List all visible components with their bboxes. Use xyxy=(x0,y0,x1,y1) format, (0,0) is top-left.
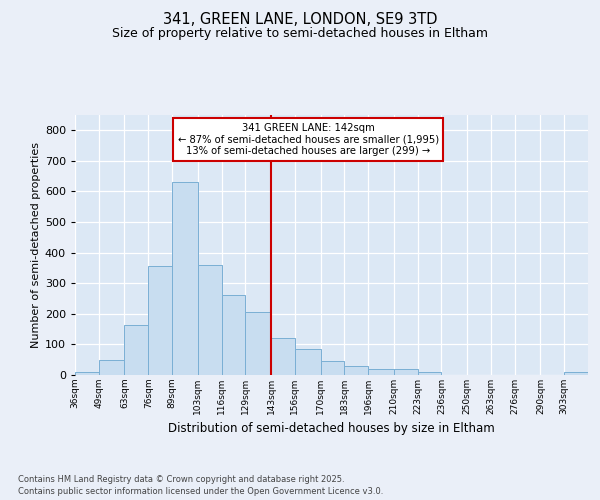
Bar xyxy=(245,312,271,375)
Bar xyxy=(394,369,418,375)
Text: Size of property relative to semi-detached houses in Eltham: Size of property relative to semi-detach… xyxy=(112,28,488,40)
Bar xyxy=(418,372,442,375)
Bar xyxy=(148,266,172,375)
Y-axis label: Number of semi-detached properties: Number of semi-detached properties xyxy=(31,142,41,348)
Text: Contains public sector information licensed under the Open Government Licence v3: Contains public sector information licen… xyxy=(18,487,383,496)
Bar xyxy=(564,372,588,375)
Bar xyxy=(124,324,148,375)
Bar xyxy=(271,338,295,375)
Bar xyxy=(295,349,320,375)
Text: 341 GREEN LANE: 142sqm
← 87% of semi-detached houses are smaller (1,995)
13% of : 341 GREEN LANE: 142sqm ← 87% of semi-det… xyxy=(178,123,439,156)
Bar xyxy=(320,361,344,375)
Bar xyxy=(172,182,198,375)
X-axis label: Distribution of semi-detached houses by size in Eltham: Distribution of semi-detached houses by … xyxy=(168,422,495,436)
Text: Contains HM Land Registry data © Crown copyright and database right 2025.: Contains HM Land Registry data © Crown c… xyxy=(18,475,344,484)
Text: 341, GREEN LANE, LONDON, SE9 3TD: 341, GREEN LANE, LONDON, SE9 3TD xyxy=(163,12,437,28)
Bar xyxy=(99,360,124,375)
Bar xyxy=(198,265,221,375)
Bar xyxy=(368,369,394,375)
Bar xyxy=(344,366,368,375)
Bar xyxy=(221,296,245,375)
Bar xyxy=(75,372,99,375)
